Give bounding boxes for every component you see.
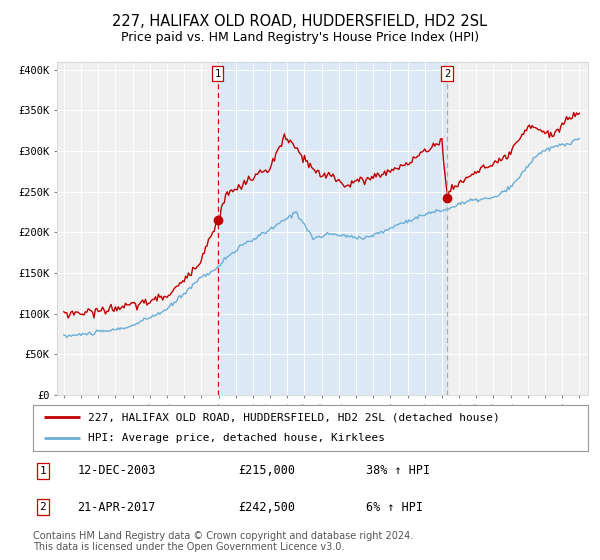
Text: HPI: Average price, detached house, Kirklees: HPI: Average price, detached house, Kirk… (89, 433, 386, 444)
Text: 21-APR-2017: 21-APR-2017 (77, 501, 156, 514)
Text: £242,500: £242,500 (238, 501, 295, 514)
Text: £215,000: £215,000 (238, 464, 295, 477)
Bar (218, 62, 447, 395)
Text: 227, HALIFAX OLD ROAD, HUDDERSFIELD, HD2 2SL (detached house): 227, HALIFAX OLD ROAD, HUDDERSFIELD, HD2… (89, 412, 500, 422)
Text: 227, HALIFAX OLD ROAD, HUDDERSFIELD, HD2 2SL: 227, HALIFAX OLD ROAD, HUDDERSFIELD, HD2… (112, 14, 488, 29)
Text: 6% ↑ HPI: 6% ↑ HPI (366, 501, 423, 514)
Text: Price paid vs. HM Land Registry's House Price Index (HPI): Price paid vs. HM Land Registry's House … (121, 31, 479, 44)
Text: 2: 2 (40, 502, 46, 512)
Text: 1: 1 (40, 466, 46, 476)
Text: 1: 1 (215, 69, 221, 79)
Text: 2: 2 (444, 69, 450, 79)
Text: 38% ↑ HPI: 38% ↑ HPI (366, 464, 430, 477)
Text: 12-DEC-2003: 12-DEC-2003 (77, 464, 156, 477)
Text: Contains HM Land Registry data © Crown copyright and database right 2024.
This d: Contains HM Land Registry data © Crown c… (33, 531, 413, 553)
